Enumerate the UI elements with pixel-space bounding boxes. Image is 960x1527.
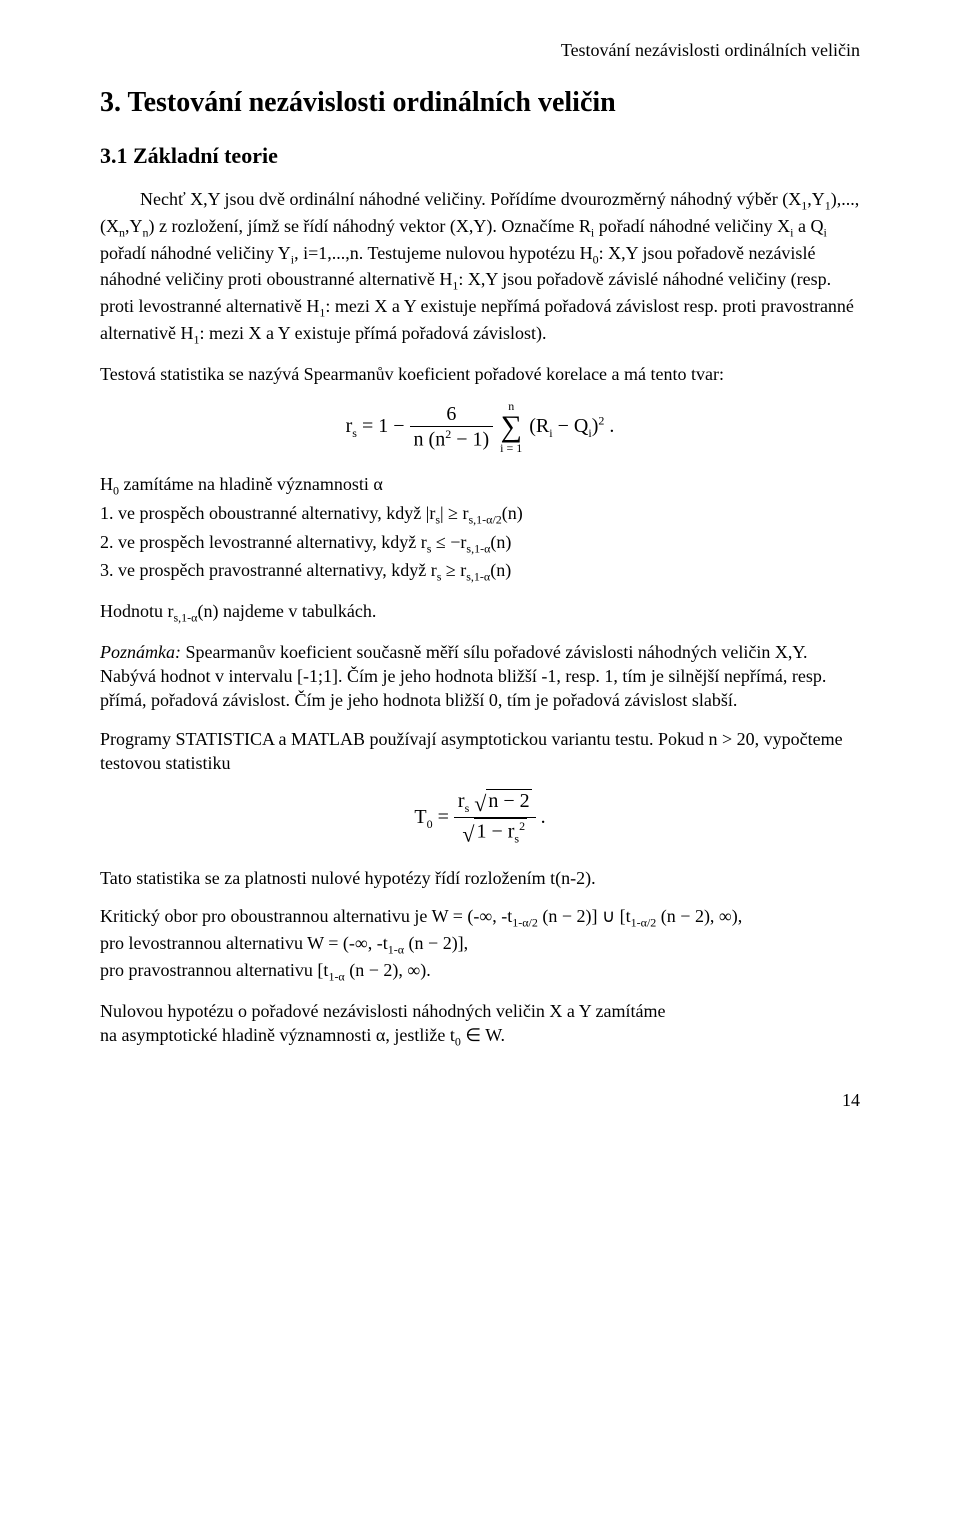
subsection-title: 3.1 Základní teorie <box>100 143 860 169</box>
section-title: 3. Testování nezávislosti ordinálních ve… <box>100 87 860 119</box>
statistic-sentence: Testová statistika se nazývá Spearmanův … <box>100 362 860 386</box>
sum-lower-limit: i = 1 <box>500 442 522 454</box>
final-paragraph: Nulovou hypotézu o pořadové nezávislosti… <box>100 999 860 1050</box>
running-header: Testování nezávislosti ordinálních velič… <box>100 40 860 61</box>
intro-paragraph: Nechť X,Y jsou dvě ordinální náhodné vel… <box>100 187 860 348</box>
programs-paragraph: Programy STATISTICA a MATLAB používají a… <box>100 727 860 776</box>
critical-region-paragraph: Kritický obor pro oboustrannou alternati… <box>100 904 860 984</box>
formula-t0-denominator: √1 − rs2 <box>454 818 536 848</box>
rejection-item-3: 3. ve prospěch pravostranné alternativy,… <box>100 558 860 585</box>
formula-t0-tail: . <box>541 806 546 828</box>
formula-t0-lhs: T0 = <box>414 806 449 828</box>
formula-t0: T0 = rs √n − 2 √1 − rs2 . <box>100 789 860 848</box>
formula-rs-term: (Ri − Qi)2 . <box>529 415 614 437</box>
rejection-intro: H0 zamítáme na hladině významnosti α <box>100 472 860 499</box>
formula-rs-sum: n ∑ i = 1 <box>500 400 522 454</box>
table-sentence: Hodnotu rs,1-α(n) najdeme v tabulkách. <box>100 599 860 626</box>
note-paragraph: Poznámka: Spearmanův koeficient současně… <box>100 640 860 713</box>
formula-t0-fraction: rs √n − 2 √1 − rs2 <box>454 789 536 848</box>
sigma-icon: ∑ <box>500 412 522 442</box>
formula-rs-fraction: 6 n (n2 − 1) <box>410 403 494 452</box>
formula-rs: rs = 1 − 6 n (n2 − 1) n ∑ i = 1 (Ri − Qi… <box>100 400 860 454</box>
formula-rs-numerator: 6 <box>410 403 494 427</box>
rejection-item-1: 1. ve prospěch oboustranné alternativy, … <box>100 501 860 528</box>
formula-rs-lhs: rs = 1 − <box>346 415 405 437</box>
t-distribution-sentence: Tato statistika se za platnosti nulové h… <box>100 866 860 890</box>
rejection-item-2: 2. ve prospěch levostranné alternativy, … <box>100 530 860 557</box>
formula-rs-denominator: n (n2 − 1) <box>410 427 494 452</box>
formula-t0-numerator: rs √n − 2 <box>454 789 536 818</box>
page-number: 14 <box>100 1090 860 1111</box>
